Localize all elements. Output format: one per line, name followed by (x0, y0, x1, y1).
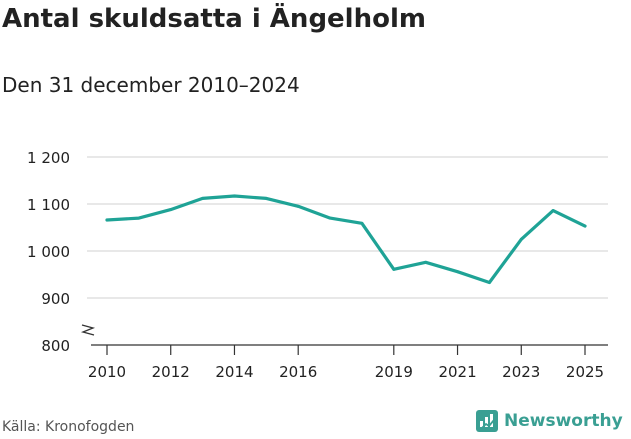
newsworthy-logo-icon (476, 410, 498, 432)
y-tick-label: 1 000 (27, 243, 70, 261)
x-tick-label: 2014 (215, 363, 253, 381)
data-point (583, 224, 587, 228)
data-point (201, 196, 205, 200)
x-tick-label: 2019 (375, 363, 413, 381)
data-point (519, 237, 523, 241)
data-point (105, 218, 109, 222)
data-point (233, 194, 236, 198)
data-point (551, 209, 555, 212)
series-line-layer (105, 194, 587, 285)
data-point (456, 270, 459, 274)
newsworthy-brand: Newsworthy (476, 410, 623, 432)
x-tick-label: 2023 (502, 363, 540, 381)
newsworthy-brand-label: Newsworthy (504, 411, 623, 431)
x-tick-label: 2025 (566, 363, 604, 381)
data-point (328, 216, 332, 220)
x-tick-label: 2010 (88, 363, 126, 381)
x-tick-label: 2016 (279, 363, 317, 381)
gridlines (87, 156, 608, 299)
x-tick-label: 2012 (152, 363, 190, 381)
y-tick-label: 1 100 (27, 196, 70, 214)
data-point (169, 208, 173, 212)
series-line (105, 194, 587, 285)
data-point (360, 221, 364, 225)
data-point (424, 260, 428, 264)
data-point (264, 196, 268, 200)
y-tick-label: 1 200 (27, 149, 70, 167)
data-point (296, 204, 300, 208)
axis-break-icon (80, 324, 96, 336)
x-tick-label: 2021 (438, 363, 476, 381)
y-tick-label: 900 (41, 290, 70, 308)
source-note: Källa: Kronofogden (2, 419, 135, 435)
data-point (392, 267, 396, 271)
chart-title: Antal skuldsatta i Ängelholm (2, 4, 426, 34)
data-point (488, 281, 491, 284)
chart-subtitle: Den 31 december 2010–2024 (2, 73, 300, 97)
axes: 800 900 1 000 1 100 1 200 2010 2012 2014 2016 201… (27, 149, 608, 381)
y-tick-label: 800 (41, 337, 70, 355)
data-point (137, 216, 141, 220)
